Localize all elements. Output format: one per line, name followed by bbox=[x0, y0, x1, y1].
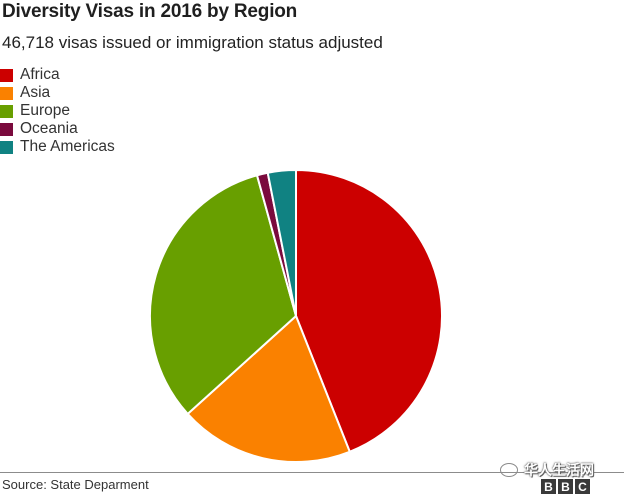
legend-label: Africa bbox=[20, 66, 60, 83]
bbc-logo-letter: B bbox=[558, 479, 573, 494]
pie-slice-africa bbox=[295, 169, 443, 453]
bbc-logo-letter: B bbox=[541, 479, 556, 494]
pie-slice-the-americas bbox=[266, 169, 297, 317]
pie-slice-asia bbox=[186, 315, 351, 463]
wechat-icon bbox=[500, 463, 518, 477]
legend-swatch bbox=[0, 68, 13, 82]
legend-swatch bbox=[0, 122, 13, 136]
legend-item: Oceania bbox=[0, 120, 115, 138]
bbc-logo-letter: C bbox=[575, 479, 590, 494]
legend-label: Europe bbox=[20, 102, 70, 119]
legend-item: Europe bbox=[0, 102, 115, 120]
legend: Africa Asia Europe Oceania The Americas bbox=[0, 66, 115, 156]
legend-label: Asia bbox=[20, 84, 51, 101]
pie-slice-europe bbox=[149, 174, 297, 415]
legend-swatch bbox=[0, 86, 13, 100]
source-note: Source: State Deparment bbox=[2, 477, 149, 492]
legend-item: The Americas bbox=[0, 138, 115, 156]
legend-item: Africa bbox=[0, 66, 115, 84]
legend-swatch bbox=[0, 104, 13, 118]
watermark-text: 华人生活网 bbox=[524, 463, 594, 479]
legend-item: Asia bbox=[0, 84, 115, 102]
legend-swatch bbox=[0, 140, 13, 154]
legend-label: The Americas bbox=[20, 138, 115, 155]
bbc-logo: B B C bbox=[541, 479, 592, 494]
legend-label: Oceania bbox=[20, 120, 78, 137]
watermark: 华人生活网 bbox=[500, 460, 594, 480]
footer-divider bbox=[0, 472, 624, 473]
chart-title: Diversity Visas in 2016 by Region bbox=[2, 1, 298, 22]
chart-subtitle: 46,718 visas issued or immigration statu… bbox=[2, 33, 383, 52]
